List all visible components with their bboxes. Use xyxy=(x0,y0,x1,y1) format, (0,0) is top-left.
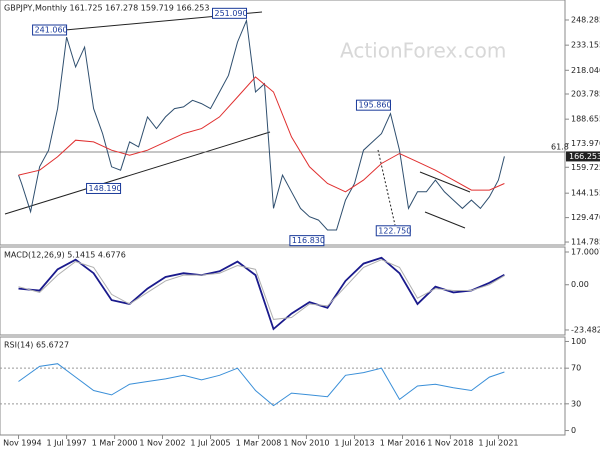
series-line xyxy=(18,256,505,331)
price-panel xyxy=(0,0,566,246)
y-tick-label: 233.155 xyxy=(571,41,600,50)
macd-panel xyxy=(0,246,566,336)
y-tick-label: 100 xyxy=(571,337,586,346)
annotation-box xyxy=(289,235,325,247)
annotation-label: 122.750 xyxy=(378,226,411,235)
annotation-label: 148.190 xyxy=(89,184,122,193)
y-tick-label: -23.4823 xyxy=(571,325,600,334)
series-line xyxy=(18,259,505,320)
y-tick-label: 203.785 xyxy=(571,89,600,98)
annotation-label: 116.830 xyxy=(292,236,325,245)
y-tick-label: 188.655 xyxy=(571,115,600,124)
last-value-label: 166.253 xyxy=(569,152,600,161)
series-line xyxy=(18,363,505,407)
y-tick-label: 173.970 xyxy=(571,139,600,148)
last-value-box xyxy=(566,151,600,162)
rsi-panel xyxy=(0,336,566,436)
annotation-box xyxy=(355,99,391,111)
annotation-label: 251.090 xyxy=(215,9,248,18)
annotation-box xyxy=(212,7,248,19)
y-tick-label: 114.785 xyxy=(571,238,600,247)
fib-label: 61.8 xyxy=(551,143,569,152)
series-line xyxy=(18,76,505,193)
x-tick-label: 1 Jul 2005 xyxy=(190,439,230,448)
series-line xyxy=(18,18,505,231)
annotation-label: 241.060 xyxy=(35,26,68,35)
trendline xyxy=(377,149,396,226)
y-tick-label: 144.155 xyxy=(571,189,600,198)
annotation-box xyxy=(86,182,122,194)
y-tick-label: 129.470 xyxy=(571,213,600,222)
trendline xyxy=(419,171,471,193)
x-tick-label: 1 Nov 2018 xyxy=(427,439,473,448)
trendline xyxy=(4,131,271,215)
annotation-box xyxy=(375,225,411,237)
x-tick-label: 1 Mar 2008 xyxy=(236,439,282,448)
y-tick-label: 159.725 xyxy=(571,163,600,172)
watermark: ActionForex.com xyxy=(340,39,506,63)
y-tick-label: 17.0007 xyxy=(571,248,600,257)
x-tick-label: 1 Nov 2002 xyxy=(139,439,185,448)
annotation-label: 195.860 xyxy=(358,101,391,110)
y-tick-label: 0 xyxy=(571,426,576,435)
trendline xyxy=(424,211,466,229)
x-tick-label: 1 Nov 2010 xyxy=(283,439,329,448)
y-tick-label: 70 xyxy=(571,364,581,373)
x-tick-label: 1 Jul 2013 xyxy=(334,439,374,448)
x-tick-label: 1 Mar 2000 xyxy=(92,439,138,448)
y-tick-label: 30 xyxy=(571,399,581,408)
x-tick-label: 1 Jul 2021 xyxy=(478,439,518,448)
x-tick-label: 1 Nov 1994 xyxy=(0,439,42,448)
panel-title: GBPJPY,Monthly 161.725 167.278 159.719 1… xyxy=(4,4,209,13)
y-tick-label: 218.040 xyxy=(571,66,600,75)
panel-title: MACD(12,26,9) 5.1415 4.6776 xyxy=(4,251,126,260)
panel-title: RSI(14) 65.6727 xyxy=(4,341,69,350)
y-tick-label: 248.285 xyxy=(571,15,600,24)
y-tick-label: 0.00 xyxy=(571,280,589,289)
annotation-box xyxy=(32,24,68,36)
x-tick-label: 1 Mar 2016 xyxy=(380,439,426,448)
x-tick-label: 1 Jul 1997 xyxy=(46,439,86,448)
